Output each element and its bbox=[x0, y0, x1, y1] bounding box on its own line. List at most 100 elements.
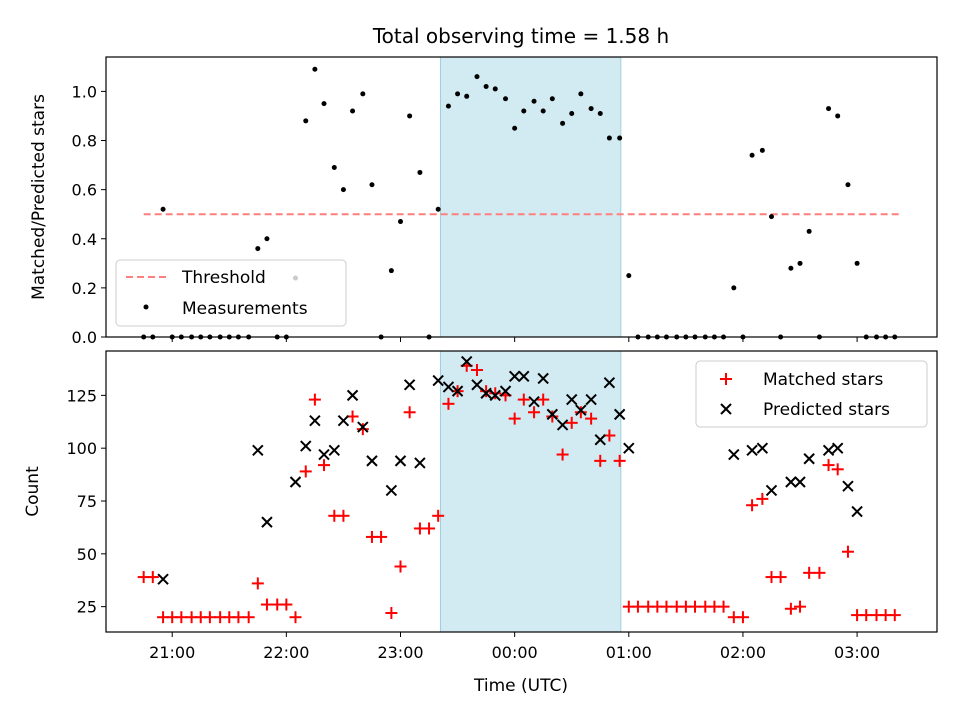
matched-star-point bbox=[280, 598, 293, 611]
measurement-point bbox=[854, 260, 860, 266]
predicted-star-point bbox=[461, 355, 473, 368]
top-y-tick-label: 0.6 bbox=[72, 181, 97, 200]
matched-star-point bbox=[813, 566, 826, 579]
predicted-star-point bbox=[794, 476, 806, 488]
predicted-star-point bbox=[623, 442, 635, 454]
matched-star-point bbox=[794, 600, 807, 613]
measurement-point bbox=[369, 182, 375, 188]
measurement-point bbox=[606, 135, 612, 141]
top-axes-frame bbox=[105, 56, 938, 338]
top-x-ticks bbox=[171, 337, 858, 342]
predicted-star-point bbox=[480, 387, 492, 399]
matched-star-point bbox=[556, 448, 569, 461]
matched-star-point bbox=[537, 393, 550, 406]
bottom-observing-window-shade bbox=[439, 350, 622, 633]
top-y-ticks: 0.0 0.2 0.4 0.6 0.8 1.0 bbox=[72, 82, 106, 347]
matched-star-point bbox=[318, 459, 331, 472]
measurement-point bbox=[340, 187, 346, 193]
measurement-point bbox=[578, 91, 584, 97]
top-y-tick-label: 1.0 bbox=[72, 82, 97, 101]
bottom-panel: 25 50 75 100 125 21:00 22:00 23:00 00:00 01:00 02… bbox=[23, 350, 938, 696]
predicted-star-point bbox=[603, 376, 616, 389]
matched-star-point bbox=[565, 416, 578, 429]
measurement-point bbox=[303, 118, 309, 124]
matched-star-point bbox=[423, 522, 436, 535]
predicted-star-point bbox=[432, 374, 444, 387]
measurement-point bbox=[435, 206, 441, 212]
predicted-star-point bbox=[357, 421, 369, 433]
matched-star-point bbox=[232, 611, 245, 624]
predicted-star-point bbox=[157, 573, 169, 585]
matched-star-point bbox=[631, 600, 644, 613]
measurement-point bbox=[521, 108, 527, 114]
predicted-star-point bbox=[756, 442, 769, 454]
x-tick-label: 23:00 bbox=[377, 643, 423, 662]
predicted-star-point bbox=[803, 453, 815, 465]
measurement-point bbox=[626, 273, 632, 279]
predicted-star-point bbox=[851, 505, 863, 518]
matched-star-point bbox=[308, 393, 321, 406]
top-observing-window-shade bbox=[439, 56, 622, 338]
measurement-point bbox=[464, 93, 470, 99]
measurement-point bbox=[588, 106, 594, 112]
predicted-star-point bbox=[489, 389, 501, 402]
top-legend-box bbox=[115, 259, 347, 327]
matched-star-point bbox=[613, 454, 626, 467]
matched-star-point bbox=[717, 600, 730, 613]
measurement-point bbox=[417, 169, 423, 175]
matched-star-point bbox=[356, 423, 369, 436]
predicted-star-point bbox=[385, 484, 398, 497]
x-tick-label: 03:00 bbox=[834, 643, 880, 662]
chart-title: Total observing time = 1.58 h bbox=[372, 24, 669, 48]
measurement-point bbox=[360, 91, 366, 97]
predicted-star-point bbox=[261, 516, 273, 528]
x-tick-label: 22:00 bbox=[263, 643, 309, 662]
measurement-point bbox=[512, 125, 518, 131]
measurement-point bbox=[531, 98, 537, 104]
matched-star-point bbox=[489, 387, 502, 400]
predicted-star-point bbox=[594, 434, 606, 446]
predicted-star-point bbox=[546, 408, 559, 421]
measurement-point bbox=[597, 110, 603, 116]
bottom-x-ticks: 21:00 22:00 23:00 00:00 01:00 02:00 03:00 bbox=[149, 632, 880, 662]
measurement-point bbox=[731, 285, 737, 291]
measurement-point bbox=[398, 219, 404, 225]
matched-star-point bbox=[660, 600, 673, 613]
top-panel: 0.0 0.2 0.4 0.6 0.8 1.0 Matched/Predicted sta… bbox=[29, 56, 938, 347]
measurement-point bbox=[826, 106, 832, 112]
predicted-star-point bbox=[528, 395, 540, 408]
matched-star-point bbox=[585, 412, 598, 425]
predicted-star-point bbox=[785, 476, 797, 488]
measurement-point bbox=[264, 236, 270, 242]
predicted-star-point bbox=[842, 480, 854, 492]
matched-star-point bbox=[528, 406, 541, 419]
measurement-point bbox=[445, 103, 451, 109]
measurement-point bbox=[331, 165, 337, 171]
matched-star-point bbox=[860, 609, 873, 622]
matched-star-point bbox=[442, 397, 455, 410]
matched-star-point bbox=[746, 499, 759, 512]
matched-star-point bbox=[594, 454, 607, 467]
matched-star-point bbox=[517, 393, 530, 406]
predicted-star-point bbox=[537, 372, 549, 385]
measurement-point bbox=[749, 152, 755, 158]
predicted-star-point bbox=[289, 476, 302, 488]
measurement-point bbox=[797, 260, 803, 266]
top-y-tick-label: 0.2 bbox=[72, 279, 97, 298]
predicted-star-point bbox=[451, 385, 464, 397]
top-legend: Threshold Measurements bbox=[115, 259, 347, 327]
measurement-point bbox=[492, 86, 498, 92]
measurement-point bbox=[569, 110, 575, 116]
matched-star-point bbox=[831, 463, 844, 476]
measurement-point bbox=[255, 246, 261, 252]
matched-star-point bbox=[689, 600, 702, 613]
measurement-point bbox=[768, 214, 774, 220]
matched-star-point bbox=[394, 560, 407, 573]
predicted-star-point bbox=[300, 440, 312, 452]
matched-star-point bbox=[888, 609, 901, 622]
matched-star-point bbox=[774, 571, 787, 584]
measurement-point bbox=[835, 113, 841, 119]
measurement-point bbox=[759, 147, 765, 153]
predicted-star-point bbox=[309, 415, 321, 427]
matched-star-point bbox=[203, 611, 216, 624]
